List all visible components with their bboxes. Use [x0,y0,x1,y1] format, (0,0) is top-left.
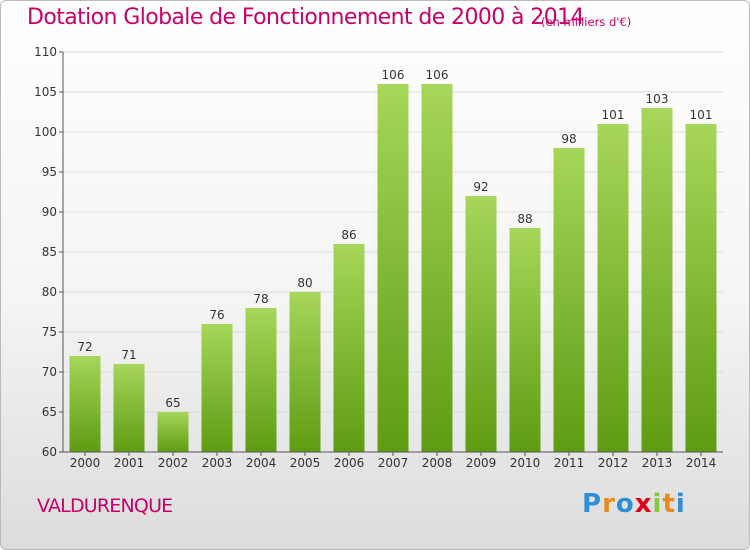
logo-letter: i [675,489,686,519]
y-tick-label: 95 [42,165,57,179]
x-label-2006: 2006 [334,456,365,470]
x-label-2012: 2012 [598,456,629,470]
value-label-2007: 106 [382,68,405,82]
x-label-2014: 2014 [686,456,717,470]
logo-letter: t [662,489,676,519]
bar-2001 [113,364,145,452]
logo-letter: x [634,489,653,519]
logo-letter: P [582,489,603,519]
chart-subtitle: (en milliers d'€) [541,15,632,29]
y-tick-label: 85 [42,245,57,259]
bar-2002 [157,412,189,452]
value-label-2011: 98 [561,132,576,146]
x-label-2005: 2005 [290,456,321,470]
bar-2011 [553,148,585,452]
value-label-2010: 88 [517,212,532,226]
bar-2004 [245,308,277,452]
bars [69,84,717,452]
bar-2000 [69,356,101,452]
value-label-2004: 78 [253,292,268,306]
labels: 60 65 70 75 80 85 90 95 100 105 110 72 2000 71 2001 65 2… [34,45,716,470]
value-label-2003: 76 [209,308,224,322]
x-label-2004: 2004 [246,456,277,470]
bar-2008 [421,84,453,452]
y-tick-label: 70 [42,365,57,379]
y-tick-label: 110 [34,45,57,59]
logo-letter: o [615,489,635,519]
bar-2013 [641,108,673,452]
value-label-2009: 92 [473,180,488,194]
x-label-2001: 2001 [114,456,145,470]
x-label-2009: 2009 [466,456,497,470]
value-label-2002: 65 [165,396,180,410]
commune-name: VALDURENQUE [37,495,173,517]
logo-letter: r [602,489,616,519]
value-label-2006: 86 [341,228,356,242]
y-tick-label: 105 [34,85,57,99]
y-tick-label: 75 [42,325,57,339]
bar-2012 [597,124,629,452]
chart-title: Dotation Globale de Fonctionnement de 20… [27,5,585,30]
x-label-2013: 2013 [642,456,673,470]
bar-2010 [509,228,541,452]
x-label-2007: 2007 [378,456,409,470]
x-label-2011: 2011 [554,456,585,470]
x-label-2008: 2008 [422,456,453,470]
value-label-2001: 71 [121,348,136,362]
value-label-2000: 72 [77,340,92,354]
y-tick-label: 100 [34,125,57,139]
x-label-2002: 2002 [158,456,189,470]
x-label-2000: 2000 [70,456,101,470]
logo-letter: i [652,489,663,519]
x-label-2003: 2003 [202,456,233,470]
value-label-2005: 80 [297,276,312,290]
y-tick-label: 65 [42,405,57,419]
bar-2007 [377,84,409,452]
y-tick-label: 90 [42,205,57,219]
value-label-2012: 101 [602,108,625,122]
value-label-2014: 101 [690,108,713,122]
axes [59,51,723,456]
y-tick-label: 80 [42,285,57,299]
bar-2009 [465,196,497,452]
bar-2005 [289,292,321,452]
bar-2006 [333,244,365,452]
y-tick-label: 60 [42,445,57,459]
proxiti-logo[interactable]: Proxiti [582,489,686,519]
value-label-2008: 106 [426,68,449,82]
value-label-2013: 103 [646,92,669,106]
bar-2003 [201,324,233,452]
x-label-2010: 2010 [510,456,541,470]
bar-2014 [685,124,717,452]
